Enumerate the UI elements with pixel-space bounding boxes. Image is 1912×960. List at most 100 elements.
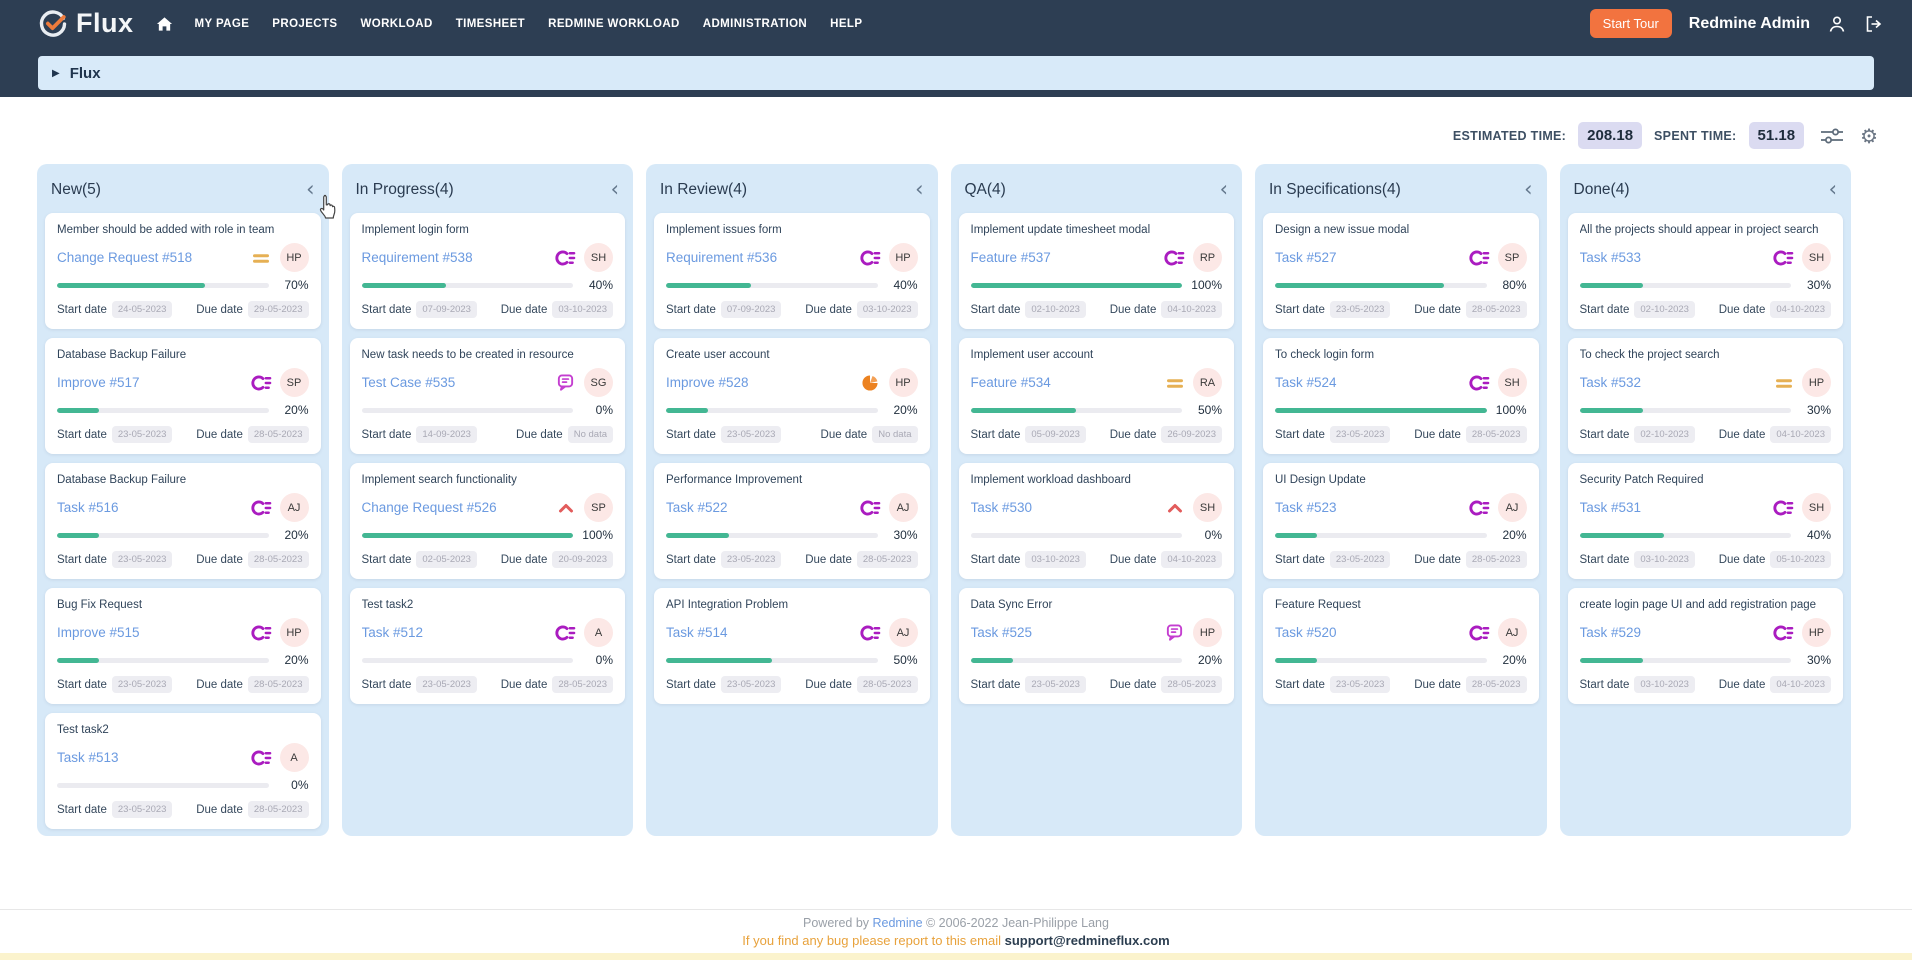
menu-help[interactable]: HELP xyxy=(830,17,863,30)
assignee-avatar[interactable]: SH xyxy=(1802,243,1831,272)
assignee-avatar[interactable]: AJ xyxy=(1497,618,1527,647)
assignee-avatar[interactable]: SP xyxy=(1497,243,1527,272)
collapse-column-icon[interactable]: ‹ xyxy=(915,177,924,201)
assignee-avatar[interactable]: A xyxy=(584,618,613,647)
issue-link[interactable]: Task #530 xyxy=(970,500,1033,515)
task-card[interactable]: Feature Request Task #520 AJ 20% Start date 2… xyxy=(1263,588,1539,704)
assignee-avatar[interactable]: SP xyxy=(279,368,309,397)
task-card[interactable]: Test task2 Task #512 A 0% Start date 23-05-20… xyxy=(349,588,625,704)
assignee-avatar[interactable]: HP xyxy=(888,368,918,397)
issue-link[interactable]: Test Case #535 xyxy=(361,375,456,390)
collapse-column-icon[interactable]: ‹ xyxy=(1828,177,1837,201)
task-card[interactable]: Security Patch Required Task #531 SH 40% Sta… xyxy=(1567,463,1843,579)
assignee-avatar[interactable]: A xyxy=(279,743,309,772)
issue-link[interactable]: Task #512 xyxy=(361,625,424,640)
breadcrumb[interactable]: ▶ Flux xyxy=(38,56,1874,90)
assignee-avatar[interactable]: HP xyxy=(1802,368,1831,397)
task-card[interactable]: New task needs to be created in resource… xyxy=(349,338,625,454)
issue-link[interactable]: Improve #515 xyxy=(57,625,140,640)
task-card[interactable]: Implement issues form Requirement #536 HP 4… xyxy=(654,213,930,329)
collapse-column-icon[interactable]: ‹ xyxy=(306,177,315,201)
menu-my-page[interactable]: MY PAGE xyxy=(194,17,250,30)
task-card[interactable]: Database Backup Failure Improve #517 SP 20%… xyxy=(45,338,321,454)
issue-link[interactable]: Task #522 xyxy=(666,500,728,515)
task-card[interactable]: Database Backup Failure Task #516 AJ 20% Sta… xyxy=(45,463,321,579)
issue-link[interactable]: Task #514 xyxy=(666,625,728,640)
assignee-avatar[interactable]: AJ xyxy=(888,618,918,647)
issue-link[interactable]: Task #525 xyxy=(970,625,1033,640)
assignee-avatar[interactable]: AJ xyxy=(888,493,918,522)
assignee-avatar[interactable]: RP xyxy=(1193,243,1222,272)
menu-workload[interactable]: WORKLOAD xyxy=(360,17,433,30)
issue-link[interactable]: Task #527 xyxy=(1275,250,1337,265)
issue-link[interactable]: Task #523 xyxy=(1275,500,1337,515)
task-card[interactable]: Design a new issue modal Task #527 SP 80% St… xyxy=(1263,213,1539,329)
collapse-column-icon[interactable]: ‹ xyxy=(1524,177,1533,201)
assignee-avatar[interactable]: HP xyxy=(1193,618,1222,647)
menu-redmine-workload[interactable]: REDMINE WORKLOAD xyxy=(548,17,680,30)
issue-link[interactable]: Task #524 xyxy=(1275,375,1337,390)
task-card[interactable]: Bug Fix Request Improve #515 HP 20% Start da… xyxy=(45,588,321,704)
task-card[interactable]: Member should be added with role in team… xyxy=(45,213,321,329)
task-card[interactable]: Implement search functionality Change Req… xyxy=(349,463,625,579)
issue-link[interactable]: Task #533 xyxy=(1579,250,1642,265)
task-card[interactable]: Implement workload dashboard Task #530 SH 0… xyxy=(958,463,1234,579)
support-email-link[interactable]: support@redmineflux.com xyxy=(1004,933,1170,948)
assignee-avatar[interactable]: HP xyxy=(888,243,918,272)
task-card[interactable]: To check the project search Task #532 HP 30… xyxy=(1567,338,1843,454)
task-card[interactable]: Create user account Improve #528 HP 20% Star… xyxy=(654,338,930,454)
task-card[interactable]: Implement update timesheet modal Feature … xyxy=(958,213,1234,329)
filter-sliders-icon[interactable] xyxy=(1820,127,1844,145)
assignee-avatar[interactable]: SH xyxy=(1193,493,1222,522)
task-card[interactable]: API Integration Problem Task #514 AJ 50% Sta… xyxy=(654,588,930,704)
assignee-avatar[interactable]: RA xyxy=(1193,368,1222,397)
issue-link[interactable]: Feature #534 xyxy=(970,375,1051,390)
issue-link[interactable]: Task #520 xyxy=(1275,625,1337,640)
issue-link[interactable]: Improve #517 xyxy=(57,375,140,390)
issue-link[interactable]: Change Request #518 xyxy=(57,250,193,265)
assignee-avatar[interactable]: SH xyxy=(1802,493,1831,522)
assignee-avatar[interactable]: SH xyxy=(1497,368,1527,397)
menu-timesheet[interactable]: TIMESHEET xyxy=(455,17,526,30)
issue-link[interactable]: Requirement #536 xyxy=(666,250,778,265)
task-card[interactable]: Performance Improvement Task #522 AJ 30% Sta… xyxy=(654,463,930,579)
assignee-avatar[interactable]: HP xyxy=(1802,618,1831,647)
expand-triangle-icon[interactable]: ▶ xyxy=(52,67,60,79)
assignee-avatar[interactable]: AJ xyxy=(1497,493,1527,522)
task-card[interactable]: Data Sync Error Task #525 HP 20% Start date 2… xyxy=(958,588,1234,704)
menu-projects[interactable]: PROJECTS xyxy=(272,17,338,30)
task-card[interactable]: create login page UI and add registratio… xyxy=(1567,588,1843,704)
task-card[interactable]: Implement user account Feature #534 RA 50% S… xyxy=(958,338,1234,454)
issue-link[interactable]: Task #516 xyxy=(57,500,119,515)
issue-link[interactable]: Task #531 xyxy=(1579,500,1642,515)
assignee-avatar[interactable]: SG xyxy=(584,368,613,397)
assignee-avatar[interactable]: SH xyxy=(584,243,613,272)
collapse-column-icon[interactable]: ‹ xyxy=(610,177,619,201)
issue-link[interactable]: Task #529 xyxy=(1579,625,1642,640)
start-tour-button[interactable]: Start Tour xyxy=(1589,9,1672,38)
issue-link[interactable]: Feature #537 xyxy=(970,250,1051,265)
user-icon[interactable] xyxy=(1827,14,1847,34)
flux-logo[interactable]: Flux xyxy=(38,8,134,39)
issue-link[interactable]: Change Request #526 xyxy=(361,500,497,515)
issue-link[interactable]: Task #532 xyxy=(1579,375,1642,390)
issue-link[interactable]: Improve #528 xyxy=(666,375,749,390)
task-card[interactable]: UI Design Update Task #523 AJ 20% Start date… xyxy=(1263,463,1539,579)
assignee-avatar[interactable]: HP xyxy=(279,243,309,272)
task-card[interactable]: Test task2 Task #513 A 0% Start date 23-05-20… xyxy=(45,713,321,829)
user-name[interactable]: Redmine Admin xyxy=(1688,14,1810,32)
redmine-link[interactable]: Redmine xyxy=(872,916,923,930)
task-card[interactable]: Implement login form Requirement #538 SH 40… xyxy=(349,213,625,329)
assignee-avatar[interactable]: AJ xyxy=(279,493,309,522)
task-card[interactable]: To check login form Task #524 SH 100% Start … xyxy=(1263,338,1539,454)
collapse-column-icon[interactable]: ‹ xyxy=(1219,177,1228,201)
assignee-avatar[interactable]: HP xyxy=(279,618,309,647)
settings-gear-icon[interactable]: ⚙ xyxy=(1860,123,1878,148)
issue-link[interactable]: Task #513 xyxy=(57,750,119,765)
issue-link[interactable]: Requirement #538 xyxy=(361,250,473,265)
menu-administration[interactable]: ADMINISTRATION xyxy=(702,17,808,30)
assignee-avatar[interactable]: SP xyxy=(584,493,613,522)
logout-icon[interactable] xyxy=(1864,15,1884,33)
task-card[interactable]: All the projects should appear in projec… xyxy=(1567,213,1843,329)
home-icon[interactable] xyxy=(156,16,173,32)
